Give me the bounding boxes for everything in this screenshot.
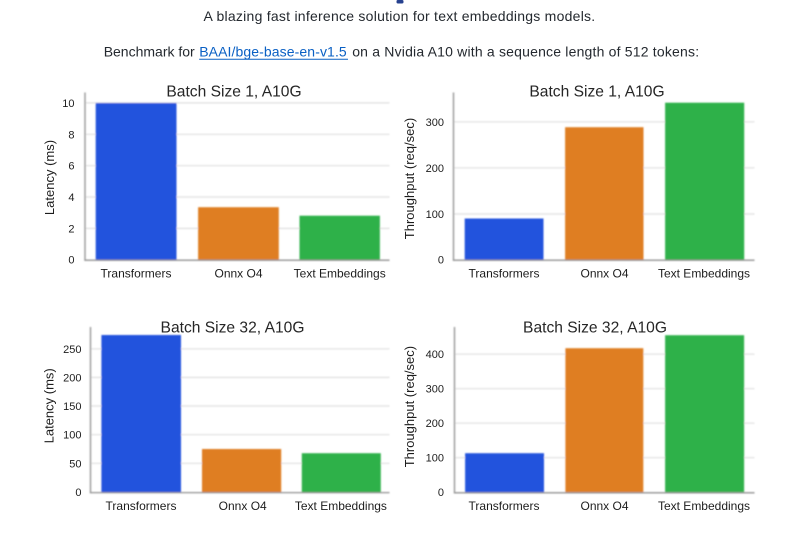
svg-text:Text Embeddings: Text Embeddings [658,499,750,513]
svg-text:250: 250 [63,344,81,356]
svg-text:Batch Size 1, A10G: Batch Size 1, A10G [166,84,301,101]
svg-text:Latency (ms): Latency (ms) [42,140,57,215]
svg-text:Throughput (req/sec): Throughput (req/sec) [402,118,417,239]
svg-text:300: 300 [426,384,444,396]
svg-text:Text Embeddings: Text Embeddings [658,266,750,280]
svg-text:Transformers: Transformers [101,266,172,280]
svg-text:6: 6 [68,161,74,173]
svg-text:A blazing fast inference solut: A blazing fast inference solution for te… [204,8,596,24]
svg-text:300: 300 [426,117,444,129]
svg-text:0: 0 [438,487,444,499]
svg-text:Latency (ms): Latency (ms) [42,368,57,443]
svg-text:Transformers: Transformers [469,499,540,513]
svg-text:50: 50 [69,458,81,470]
svg-text:200: 200 [426,163,444,175]
svg-text:4: 4 [68,192,74,204]
svg-text:Onnx O4: Onnx O4 [580,266,628,280]
svg-text:2: 2 [68,223,74,235]
svg-text:Batch Size 32, A10G: Batch Size 32, A10G [523,320,667,337]
svg-text:Transformers: Transformers [106,499,177,513]
svg-text:Benchmark for: Benchmark for [104,44,195,60]
svg-text:Throughput (req/sec): Throughput (req/sec) [402,346,417,467]
svg-text:Batch Size 32, A10G: Batch Size 32, A10G [161,320,305,337]
svg-text:10: 10 [62,98,74,110]
svg-text:150: 150 [63,401,81,413]
svg-text:Transformers: Transformers [469,266,540,280]
svg-text:Batch Size 1, A10G: Batch Size 1, A10G [529,84,664,101]
svg-text:Onnx O4: Onnx O4 [580,499,628,513]
svg-text:100: 100 [63,430,81,442]
svg-text:0: 0 [68,255,74,267]
svg-text:200: 200 [63,372,81,384]
svg-text:Onnx O4: Onnx O4 [219,499,267,513]
svg-text:0: 0 [438,255,444,267]
svg-text:8: 8 [68,129,74,141]
svg-text:100: 100 [426,209,444,221]
svg-text:200: 200 [426,418,444,430]
svg-text:Text Embeddings: Text Embeddings [294,266,386,280]
svg-text:Text Embeddings: Text Embeddings [295,499,387,513]
svg-text:400: 400 [426,349,444,361]
svg-text:BAAI/bge-base-en-v1.5: BAAI/bge-base-en-v1.5 [199,44,347,60]
svg-text:0: 0 [75,487,81,499]
svg-text:100: 100 [426,453,444,465]
svg-text:on a Nvidia A10 with a sequenc: on a Nvidia A10 with a sequence length o… [352,44,699,60]
svg-text:Onnx O4: Onnx O4 [214,266,262,280]
